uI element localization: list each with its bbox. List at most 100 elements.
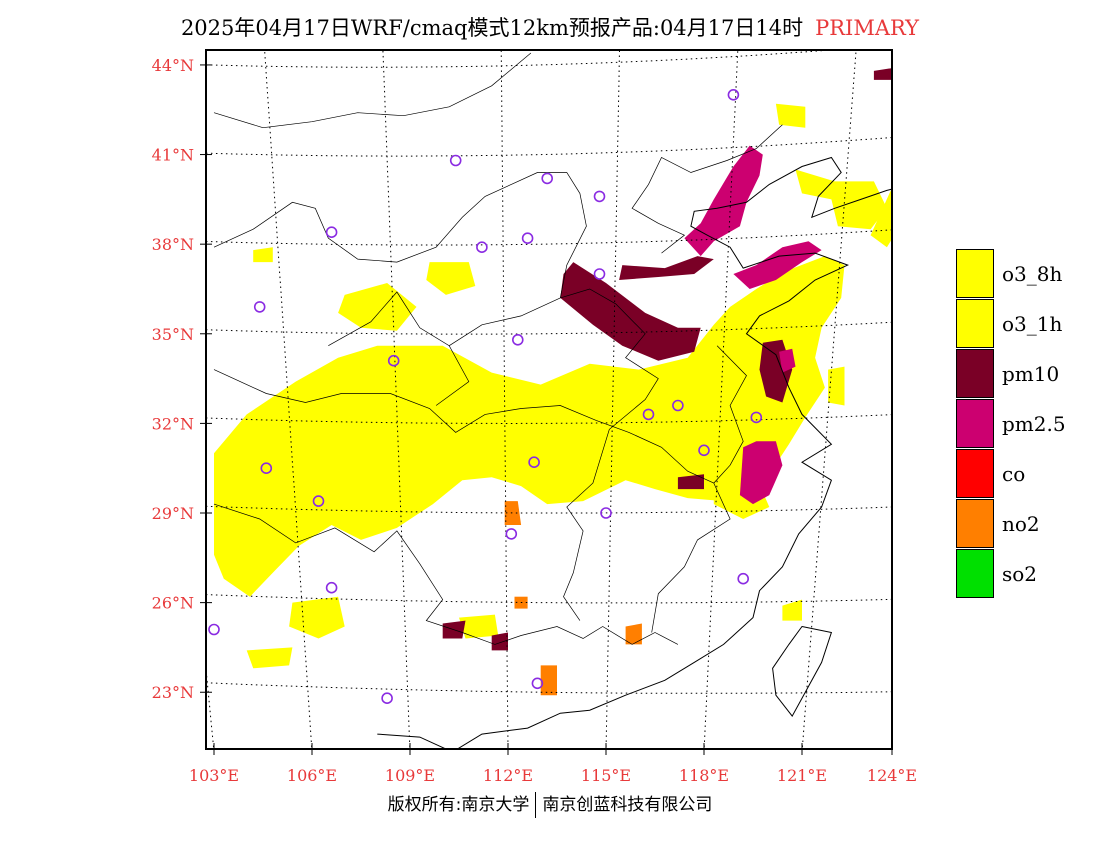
map-frame <box>205 49 893 750</box>
lon-tick-label: 118°E <box>679 766 729 785</box>
pm10-region <box>677 474 704 490</box>
taiwan-outline <box>772 625 833 718</box>
station-marker <box>600 507 612 519</box>
legend-swatch <box>956 449 994 498</box>
no2-region <box>540 665 557 696</box>
copyright-right: 南京创蓝科技有限公司 <box>542 795 713 815</box>
station-marker <box>698 444 710 457</box>
legend-swatch <box>956 299 994 348</box>
lon-tick-label: 106°E <box>287 766 337 785</box>
lon-tick-label: 109°E <box>385 766 435 785</box>
station-marker <box>381 692 393 705</box>
station-marker <box>476 241 488 253</box>
province-boundary <box>449 288 659 621</box>
province-boundary <box>213 503 679 645</box>
station-marker <box>511 333 524 346</box>
station-marker <box>208 623 220 636</box>
map-title-tag: PRIMARY <box>815 16 920 40</box>
o3-patch <box>795 169 887 230</box>
copyright-footer: 版权所有:南京大学 南京创蓝科技有限公司 <box>0 790 1100 818</box>
station-marker <box>541 172 554 185</box>
o3-patch <box>253 247 273 263</box>
station-marker <box>642 408 655 421</box>
latitude-line <box>206 136 892 157</box>
lon-tick-label: 124°E <box>867 766 917 785</box>
copyright-left: 版权所有:南京大学 <box>387 795 530 815</box>
coastline <box>377 156 892 749</box>
station-marker <box>593 268 606 280</box>
lon-tick-label: 103°E <box>189 766 239 785</box>
o3-patch <box>782 599 802 621</box>
pm25-region <box>684 145 763 257</box>
legend-swatch <box>956 399 994 448</box>
pm25-region <box>733 241 822 289</box>
station-marker <box>387 354 400 367</box>
station-marker <box>253 301 266 313</box>
lat-tick-label: 38°N <box>152 235 194 254</box>
station-marker <box>325 581 338 594</box>
o3-patch <box>426 262 476 295</box>
legend-label: pm10 <box>1002 362 1060 386</box>
lon-tick-label: 121°E <box>777 766 827 785</box>
boundaries <box>213 52 892 749</box>
map-title-main: 2025年04月17日WRF/cmaq模式12km预报产品:04月17日14时 <box>180 16 804 40</box>
province-boundary <box>651 345 747 633</box>
pm25-region <box>779 348 796 373</box>
lat-tick-label: 32°N <box>152 414 194 433</box>
legend-label: pm2.5 <box>1002 412 1066 436</box>
province-boundary <box>631 124 783 254</box>
station-marker <box>737 572 750 585</box>
footer-divider <box>535 792 537 818</box>
station-marker <box>505 528 518 540</box>
latitude-line <box>206 321 892 335</box>
map-title: 2025年04月17日WRF/cmaq模式12km预报产品:04月17日14时 P… <box>0 12 1100 42</box>
legend-swatch <box>956 499 994 548</box>
lat-tick-label: 23°N <box>152 683 194 702</box>
o3-patch <box>246 647 293 669</box>
station-marker <box>528 456 540 469</box>
station-markers <box>208 89 763 705</box>
lat-tick-label: 26°N <box>152 594 194 613</box>
no2-region <box>504 501 522 525</box>
station-marker <box>727 89 740 101</box>
latitude-line <box>206 229 892 246</box>
lon-tick-label: 115°E <box>581 766 631 785</box>
province-boundary <box>213 172 587 298</box>
station-marker <box>531 677 544 690</box>
station-marker <box>312 495 325 507</box>
legend-label: co <box>1002 462 1026 486</box>
o3-patch <box>338 283 417 331</box>
province-boundary <box>213 369 714 484</box>
legend-swatch <box>956 349 994 398</box>
legend-label: o3_1h <box>1002 312 1063 336</box>
o3-patch <box>775 103 806 128</box>
province-boundary <box>213 52 532 129</box>
pm10-region <box>873 68 892 80</box>
pm10-region <box>619 256 714 280</box>
pm10-region <box>491 632 508 651</box>
province-boundary <box>328 291 470 406</box>
lat-tick-label: 41°N <box>152 146 194 165</box>
latitude-line <box>206 594 892 604</box>
station-marker <box>593 190 606 203</box>
no2-region <box>625 623 642 645</box>
legend-label: so2 <box>1002 562 1038 586</box>
o3-patch <box>289 596 345 639</box>
lat-tick-label: 44°N <box>152 56 194 75</box>
axis-ticks: 44°N 41°N 38°N 35°N 32°N 29°N 26°N 23°N 103°E 106… <box>152 56 917 785</box>
legend-swatch <box>956 249 994 298</box>
lat-tick-label: 29°N <box>152 504 194 523</box>
lat-tick-label: 35°N <box>152 325 194 344</box>
station-marker <box>672 399 684 412</box>
pm25-region <box>739 441 783 505</box>
o3-region <box>214 256 845 597</box>
station-marker <box>750 411 763 424</box>
station-marker <box>449 154 462 167</box>
pm10-region <box>560 262 701 361</box>
station-marker <box>260 462 273 475</box>
station-marker <box>521 232 534 244</box>
latitude-line <box>206 50 838 68</box>
legend-label: no2 <box>1002 512 1040 536</box>
o3-patch <box>459 614 499 639</box>
